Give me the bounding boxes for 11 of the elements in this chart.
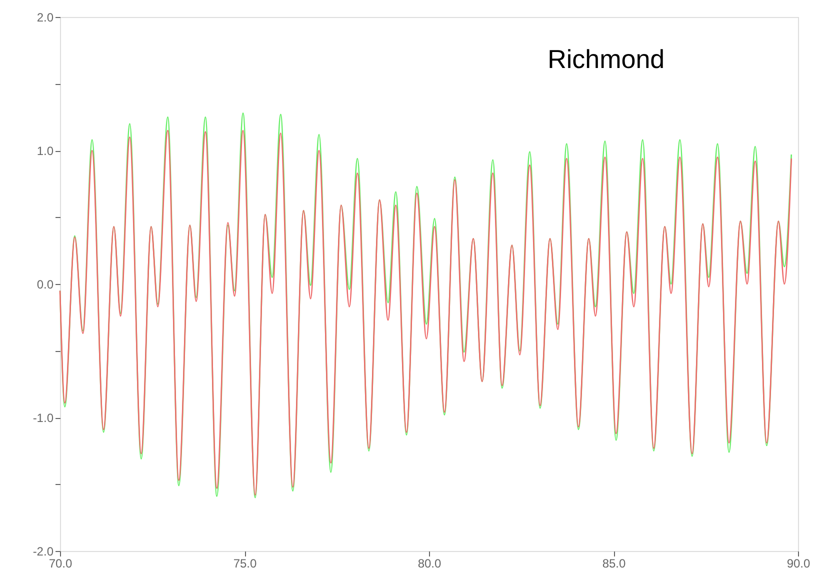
y-tick-label: -2.0 bbox=[32, 544, 54, 558]
x-tick-label: 80.0 bbox=[418, 556, 442, 570]
y-tick-label: -1.0 bbox=[32, 411, 54, 425]
x-tick-label: 70.0 bbox=[48, 556, 72, 570]
annotation: Richmond bbox=[548, 44, 665, 74]
y-tick-label: 1.0 bbox=[36, 144, 54, 158]
y-tick-label: 0.0 bbox=[36, 278, 54, 292]
y-tick-label: 2.0 bbox=[36, 10, 54, 24]
x-tick-label: 90.0 bbox=[786, 556, 810, 570]
x-tick-label: 75.0 bbox=[233, 556, 257, 570]
x-tick-label: 85.0 bbox=[602, 556, 626, 570]
